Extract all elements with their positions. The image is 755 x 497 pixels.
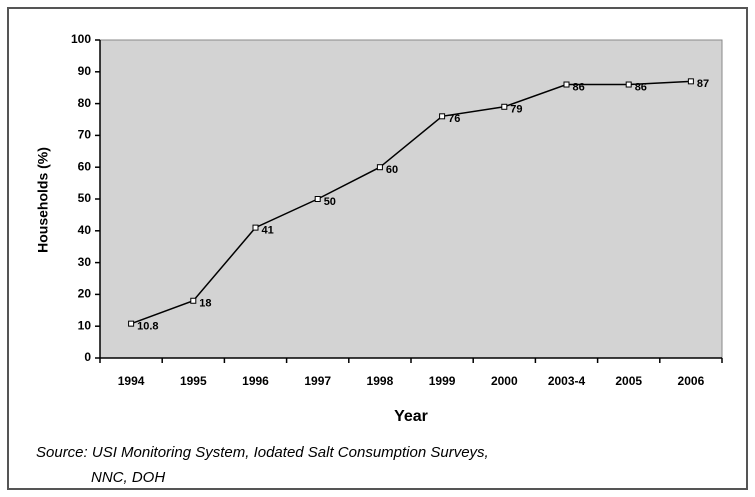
data-point xyxy=(252,224,259,231)
y-tick-label: 10 xyxy=(78,318,92,332)
x-tick-label: 1997 xyxy=(304,374,331,388)
x-tick-label: 1994 xyxy=(118,374,145,388)
y-tick-label: 40 xyxy=(78,223,92,237)
data-label: 41 xyxy=(262,225,274,237)
data-point xyxy=(190,297,197,304)
data-point xyxy=(687,78,694,85)
data-point xyxy=(439,113,446,120)
y-axis-label: Households (%) xyxy=(35,147,51,253)
y-tick-label: 0 xyxy=(84,350,91,364)
data-label: 87 xyxy=(697,78,709,90)
data-label: 18 xyxy=(199,298,211,310)
data-point xyxy=(501,103,508,110)
y-tick-label: 60 xyxy=(78,159,92,173)
y-tick-label: 100 xyxy=(71,32,91,46)
x-tick-label: 2005 xyxy=(615,374,642,388)
y-tick-label: 50 xyxy=(78,191,92,205)
data-label: 86 xyxy=(573,81,585,93)
data-label: 86 xyxy=(635,81,647,93)
data-point xyxy=(625,81,632,88)
y-tick-label: 70 xyxy=(78,128,92,142)
x-axis-label: Year xyxy=(394,408,428,425)
x-tick-label: 1999 xyxy=(429,374,456,388)
plot-area xyxy=(99,39,723,359)
y-tick-label: 80 xyxy=(78,96,92,110)
data-label: 60 xyxy=(386,164,398,176)
data-label: 79 xyxy=(510,104,522,116)
x-tick-label: 1996 xyxy=(242,374,269,388)
data-point xyxy=(128,320,135,327)
y-tick-label: 90 xyxy=(78,64,92,78)
x-tick-label: 2003-4 xyxy=(548,374,586,388)
data-line xyxy=(130,80,691,325)
source-note: Source: USI Monitoring System, Iodated S… xyxy=(36,444,489,461)
source-note: NNC, DOH xyxy=(91,469,165,486)
x-tick-label: 1995 xyxy=(180,374,207,388)
x-tick-label: 2006 xyxy=(678,374,705,388)
data-label: 76 xyxy=(448,113,460,125)
data-point xyxy=(376,164,383,171)
data-point xyxy=(563,81,570,88)
y-tick-label: 20 xyxy=(78,287,92,301)
data-point xyxy=(314,196,321,202)
data-label: 10.8 xyxy=(137,321,158,333)
data-label: 50 xyxy=(324,196,336,208)
x-tick-label: 1998 xyxy=(367,374,394,388)
x-tick-label: 2000 xyxy=(491,374,518,388)
y-tick-label: 30 xyxy=(78,255,92,269)
